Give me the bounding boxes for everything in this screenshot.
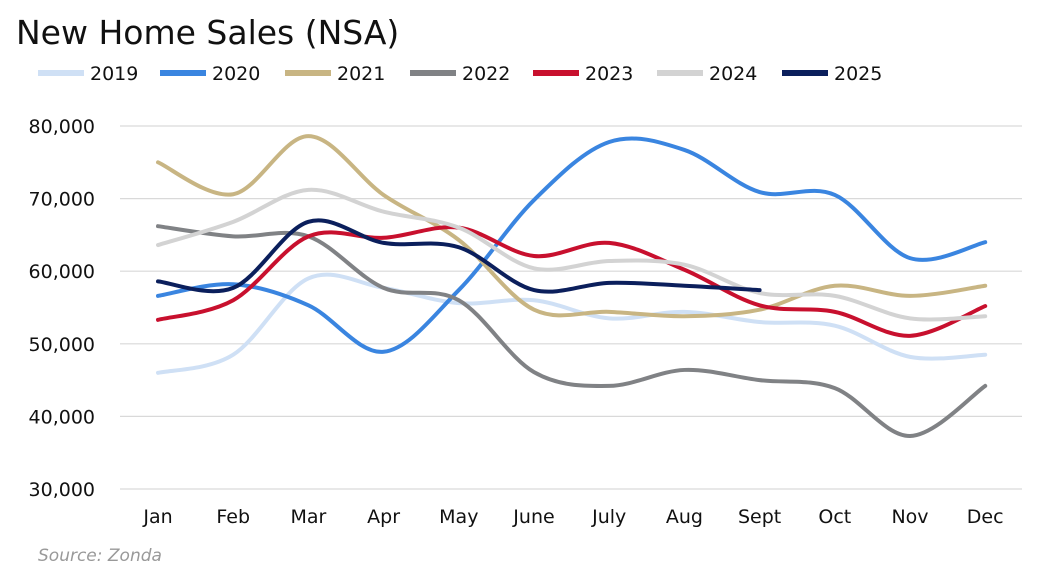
source-note: Source: Zonda — [38, 546, 162, 566]
legend-label: 2019 — [90, 63, 138, 85]
x-axis: Jan Feb Mar Apr May June July Aug Sept Oct Nov Dec — [142, 506, 1003, 528]
series-lines — [156, 134, 988, 439]
legend-item-2025: 2025 — [782, 63, 882, 85]
series-line-2024 — [156, 187, 988, 322]
legend-item-2024: 2024 — [657, 63, 757, 85]
x-tick-label: May — [439, 506, 478, 528]
y-tick-label: 40,000 — [29, 406, 95, 428]
x-tick-label: Dec — [967, 506, 1004, 528]
legend-item-2019: 2019 — [38, 63, 138, 85]
series-line-2020 — [156, 136, 988, 354]
x-tick-label: Sept — [738, 506, 781, 528]
y-tick-label: 30,000 — [29, 479, 95, 501]
series-line-2023 — [156, 225, 988, 338]
x-tick-label: June — [512, 506, 554, 528]
x-tick-label: Aug — [666, 506, 703, 528]
x-tick-label: Apr — [367, 506, 400, 528]
legend-item-2020: 2020 — [160, 63, 260, 85]
legend-label: 2021 — [337, 63, 385, 85]
x-tick-label: Feb — [216, 506, 250, 528]
legend: 2019 2020 2021 2022 2023 2024 2025 — [38, 63, 882, 85]
series-line-2021 — [156, 134, 988, 319]
x-tick-label: Mar — [290, 506, 326, 528]
legend-label: 2022 — [462, 63, 510, 85]
legend-label: 2024 — [709, 63, 757, 85]
x-tick-label: Nov — [891, 506, 928, 528]
x-tick-label: July — [591, 506, 626, 528]
legend-item-2021: 2021 — [285, 63, 385, 85]
legend-item-2023: 2023 — [533, 63, 633, 85]
y-tick-label: 80,000 — [29, 116, 95, 138]
series-line-2019 — [156, 272, 988, 375]
x-tick-label: Jan — [142, 506, 172, 528]
legend-label: 2020 — [212, 63, 260, 85]
legend-item-2022: 2022 — [410, 63, 510, 85]
y-axis: 80,000 70,000 60,000 50,000 40,000 30,000 — [29, 116, 95, 501]
y-tick-label: 70,000 — [29, 189, 95, 211]
y-tick-label: 50,000 — [29, 334, 95, 356]
y-tick-label: 60,000 — [29, 261, 95, 283]
chart-title: New Home Sales (NSA) — [16, 13, 399, 52]
legend-label: 2025 — [834, 63, 882, 85]
series-line-2025 — [156, 218, 762, 294]
legend-label: 2023 — [585, 63, 633, 85]
x-tick-label: Oct — [818, 506, 851, 528]
